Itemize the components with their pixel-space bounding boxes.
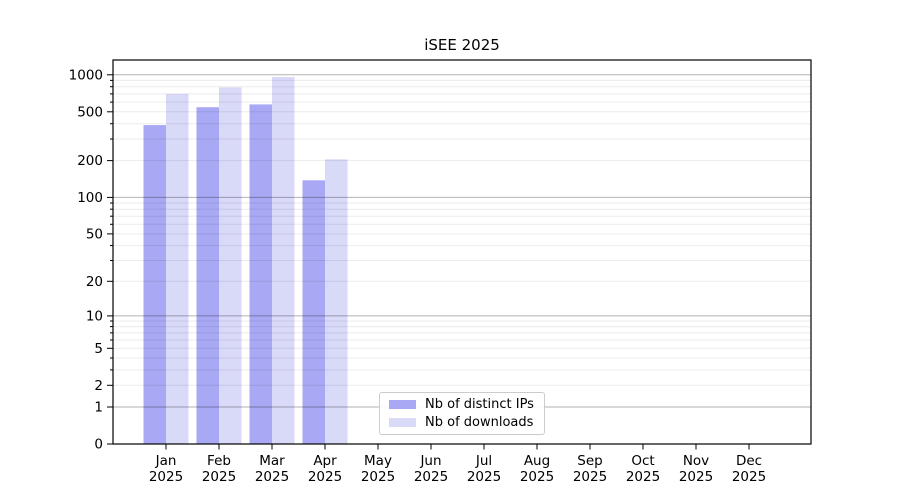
y-tick-label-20: 20 (86, 274, 103, 290)
bar-mar-downloads (272, 77, 295, 444)
y-tick-label-2: 2 (94, 378, 103, 394)
x-tick-label-month-oct: Oct (631, 453, 654, 469)
y-tick-label-100: 100 (77, 190, 103, 206)
legend-swatch-distinct-ips (389, 400, 416, 409)
x-tick-label-year-nov: 2025 (679, 469, 713, 485)
bar-feb-downloads (219, 87, 242, 445)
x-tick-label-month-mar: Mar (259, 453, 285, 469)
x-tick-label-year-mar: 2025 (255, 469, 289, 485)
legend-label-downloads: Nb of downloads (425, 415, 534, 430)
x-tick-label-year-aug: 2025 (520, 469, 554, 485)
x-tick-label-month-nov: Nov (683, 453, 709, 469)
y-tick-label-10: 10 (86, 308, 103, 324)
plot-spines (112, 59, 812, 445)
y-tick-label-200: 200 (77, 153, 103, 169)
bar-jan-downloads (166, 93, 189, 445)
x-tick-label-year-apr: 2025 (308, 469, 342, 485)
bar-apr-distinct-ips (302, 180, 325, 445)
legend: Nb of distinct IPs Nb of downloads (379, 392, 545, 435)
legend-label-distinct-ips: Nb of distinct IPs (425, 397, 534, 412)
bar-jan-distinct-ips (143, 125, 166, 444)
bar-feb-distinct-ips (196, 107, 219, 444)
y-tick-label-1: 1 (94, 400, 103, 416)
y-tick-label-500: 500 (77, 104, 103, 120)
x-tick-label-year-jun: 2025 (414, 469, 448, 485)
chart-title: iSEE 2025 (424, 36, 500, 54)
x-tick-label-month-jan: Jan (155, 453, 177, 469)
legend-swatch-downloads (389, 418, 416, 427)
y-tick-label-0: 0 (94, 437, 103, 453)
x-axis: Jan2025Feb2025Mar2025Apr2025May2025Jun20… (149, 444, 766, 485)
y-tick-label-1000: 1000 (69, 67, 103, 83)
x-tick-label-month-sep: Sep (577, 453, 602, 469)
legend-item-downloads: Nb of downloads (389, 415, 534, 430)
bars-group (143, 77, 348, 445)
x-tick-label-year-oct: 2025 (626, 469, 660, 485)
x-tick-label-month-dec: Dec (736, 453, 762, 469)
x-tick-label-year-jul: 2025 (467, 469, 501, 485)
x-tick-label-month-apr: Apr (313, 453, 337, 469)
x-tick-label-month-feb: Feb (207, 453, 231, 469)
y-tick-label-5: 5 (94, 341, 103, 357)
y-tick-label-50: 50 (86, 226, 103, 242)
x-tick-label-year-may: 2025 (361, 469, 395, 485)
bar-mar-distinct-ips (249, 104, 272, 445)
x-tick-label-year-feb: 2025 (202, 469, 236, 485)
x-tick-label-month-jul: Jul (475, 453, 492, 469)
x-tick-label-year-dec: 2025 (732, 469, 766, 485)
x-tick-label-month-may: May (364, 453, 392, 469)
x-tick-label-year-sep: 2025 (573, 469, 607, 485)
x-tick-label-month-jun: Jun (419, 453, 441, 469)
gridlines (113, 74, 811, 408)
x-tick-label-year-jan: 2025 (149, 469, 183, 485)
y-axis: 0 1 2 5 10 20 50 100 200 500 1000 (69, 67, 113, 453)
bar-apr-downloads (325, 159, 348, 445)
legend-item-distinct-ips: Nb of distinct IPs (389, 397, 534, 412)
x-tick-label-month-aug: Aug (524, 453, 550, 469)
